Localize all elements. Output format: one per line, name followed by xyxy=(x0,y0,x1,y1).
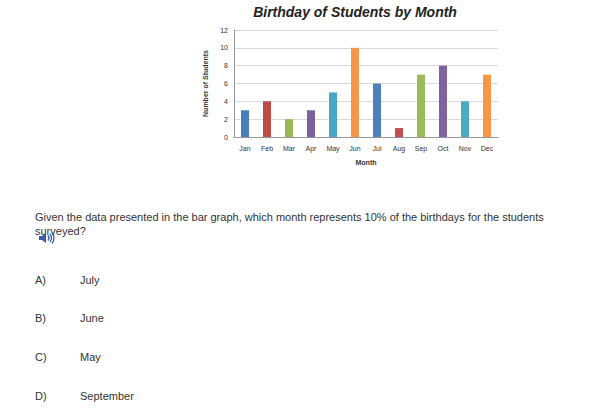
svg-text:May: May xyxy=(326,145,340,153)
svg-text:Oct: Oct xyxy=(438,145,449,152)
html-text:May: May xyxy=(80,351,101,363)
svg-text:2: 2 xyxy=(224,116,228,123)
svg-text:Dec: Dec xyxy=(481,145,494,152)
html-text:B): B) xyxy=(35,312,46,324)
svg-text:Jan: Jan xyxy=(239,145,250,152)
svg-text:Aug: Aug xyxy=(393,145,406,153)
svg-text:Apr: Apr xyxy=(306,145,318,153)
svg-text:Number of Students: Number of Students xyxy=(202,50,209,117)
html-text:D): D) xyxy=(35,390,47,402)
svg-text:12: 12 xyxy=(220,27,228,34)
svg-text:Birthday of Students by Month: Birthday of Students by Month xyxy=(253,4,457,20)
svg-text:4: 4 xyxy=(224,98,228,105)
svg-text:Jun: Jun xyxy=(349,145,360,152)
html-text:June: June xyxy=(80,312,104,324)
html-text:C): C) xyxy=(35,351,47,363)
svg-text:0: 0 xyxy=(224,134,228,141)
svg-text:Mar: Mar xyxy=(283,145,296,152)
html-text:A): A) xyxy=(35,274,46,286)
html-text:Given the data presented in th: Given the data presented in the bar grap… xyxy=(35,211,544,237)
svg-text:6: 6 xyxy=(224,80,228,87)
svg-text:Jul: Jul xyxy=(373,145,382,152)
svg-text:Nov: Nov xyxy=(459,145,472,152)
html-text:July: July xyxy=(80,274,100,286)
svg-text:Month: Month xyxy=(356,159,377,166)
svg-text:Feb: Feb xyxy=(261,145,273,152)
html-text:September: September xyxy=(80,390,134,402)
svg-text:8: 8 xyxy=(224,62,228,69)
svg-text:Sep: Sep xyxy=(415,145,428,153)
svg-text:10: 10 xyxy=(220,44,228,51)
